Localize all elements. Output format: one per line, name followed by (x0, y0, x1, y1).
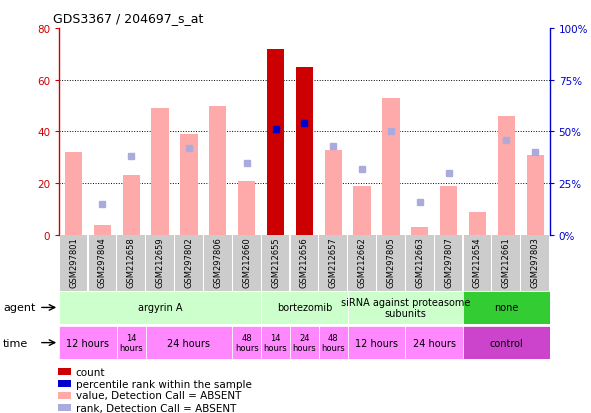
Bar (527, 155, 544, 235)
Text: bortezomib: bortezomib (277, 303, 332, 313)
Bar (58, 380, 70, 387)
Bar (464, 235, 491, 291)
Text: GSM297806: GSM297806 (213, 237, 222, 287)
Bar (58, 392, 70, 399)
Bar (59, 326, 117, 359)
Bar (291, 235, 318, 291)
Bar (117, 326, 145, 359)
Text: GSM212659: GSM212659 (155, 237, 164, 287)
Text: GSM212660: GSM212660 (242, 237, 251, 287)
Text: GSM212657: GSM212657 (329, 237, 337, 287)
Bar (94, 225, 111, 235)
Bar (296, 68, 313, 235)
Bar (498, 116, 515, 235)
Bar (58, 368, 70, 375)
Bar (204, 235, 232, 291)
Bar (59, 291, 261, 324)
Text: rank, Detection Call = ABSENT: rank, Detection Call = ABSENT (76, 403, 236, 413)
Text: GSM212656: GSM212656 (300, 237, 309, 287)
Text: value, Detection Call = ABSENT: value, Detection Call = ABSENT (76, 390, 241, 401)
Bar (118, 235, 145, 291)
Text: GSM297803: GSM297803 (531, 237, 540, 287)
Bar (151, 109, 169, 235)
Text: GSM297805: GSM297805 (387, 237, 395, 287)
Text: 24 hours: 24 hours (413, 338, 456, 348)
Text: GSM212661: GSM212661 (502, 237, 511, 287)
Text: GSM212663: GSM212663 (415, 237, 424, 287)
Text: percentile rank within the sample: percentile rank within the sample (76, 379, 251, 389)
Bar (209, 106, 226, 235)
Text: GSM297802: GSM297802 (184, 237, 193, 287)
Text: GSM212662: GSM212662 (358, 237, 366, 287)
Text: argyrin A: argyrin A (138, 303, 183, 313)
Text: 14
hours: 14 hours (119, 333, 143, 352)
Text: GSM212655: GSM212655 (271, 237, 280, 287)
Bar (492, 235, 520, 291)
Bar (319, 326, 348, 359)
Bar (89, 235, 116, 291)
Bar (290, 326, 319, 359)
Bar (262, 235, 290, 291)
Bar (411, 228, 428, 235)
Bar (261, 291, 348, 324)
Text: time: time (3, 338, 28, 348)
Bar (405, 326, 463, 359)
Text: control: control (489, 338, 523, 348)
Text: 14
hours: 14 hours (264, 333, 287, 352)
Bar (233, 235, 261, 291)
Text: GSM212654: GSM212654 (473, 237, 482, 287)
Text: siRNA against proteasome
subunits: siRNA against proteasome subunits (340, 297, 470, 318)
Bar (324, 150, 342, 235)
Bar (463, 291, 550, 324)
Bar (521, 235, 549, 291)
Bar (60, 235, 87, 291)
Bar (261, 326, 290, 359)
Text: 48
hours: 48 hours (235, 333, 258, 352)
Bar (146, 235, 174, 291)
Bar (406, 235, 434, 291)
Bar (145, 326, 232, 359)
Bar (180, 135, 197, 235)
Bar (382, 99, 400, 235)
Text: none: none (494, 303, 518, 313)
Text: GSM297801: GSM297801 (69, 237, 78, 287)
Bar (348, 326, 405, 359)
Text: GSM212658: GSM212658 (126, 237, 136, 287)
Bar (435, 235, 463, 291)
Text: 24
hours: 24 hours (293, 333, 316, 352)
Bar (348, 235, 376, 291)
Bar (377, 235, 405, 291)
Bar (353, 186, 371, 235)
Text: GSM297804: GSM297804 (98, 237, 107, 287)
Text: count: count (76, 367, 105, 377)
Bar (440, 186, 457, 235)
Bar (319, 235, 347, 291)
Bar (463, 326, 550, 359)
Bar (122, 176, 140, 235)
Text: GDS3367 / 204697_s_at: GDS3367 / 204697_s_at (53, 12, 203, 25)
Text: GSM297807: GSM297807 (444, 237, 453, 287)
Text: 24 hours: 24 hours (167, 338, 210, 348)
Bar (238, 181, 255, 235)
Bar (175, 235, 203, 291)
Text: 12 hours: 12 hours (355, 338, 398, 348)
Text: 12 hours: 12 hours (66, 338, 109, 348)
Bar (58, 404, 70, 411)
Bar (469, 212, 486, 235)
Bar (267, 50, 284, 235)
Text: 48
hours: 48 hours (322, 333, 345, 352)
Bar (65, 153, 82, 235)
Text: agent: agent (3, 303, 35, 313)
Bar (232, 326, 261, 359)
Bar (348, 291, 463, 324)
